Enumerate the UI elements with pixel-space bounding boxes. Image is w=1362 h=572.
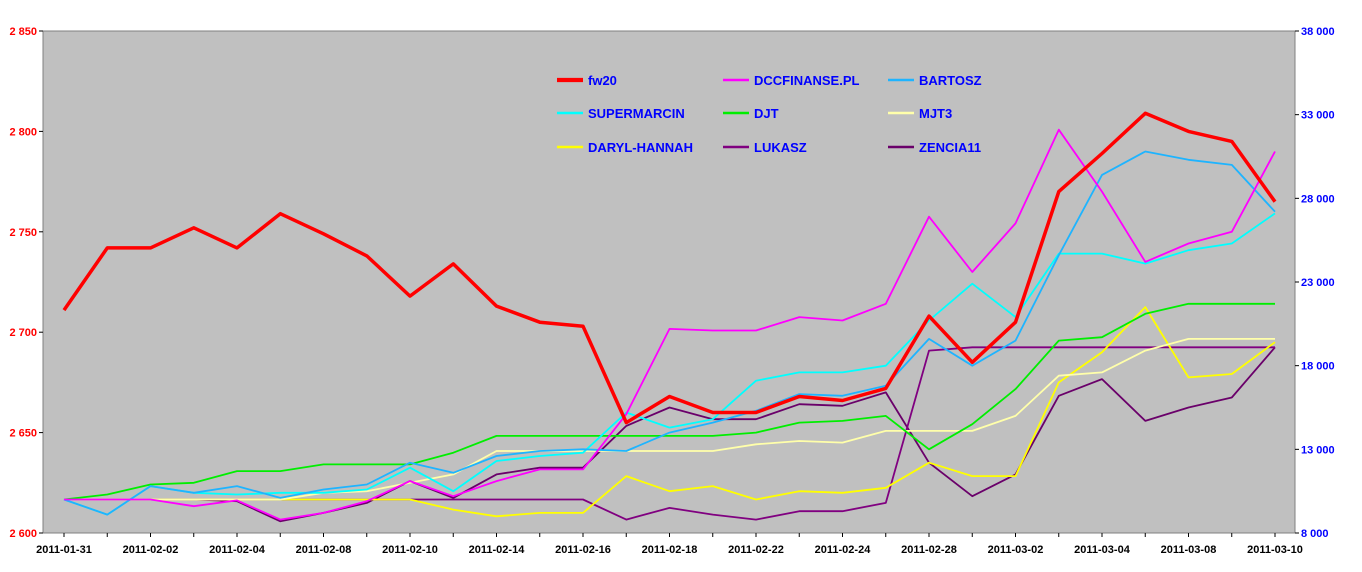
x-tick-label: 2011-03-10	[1247, 544, 1303, 556]
x-tick-label: 2011-01-31	[36, 544, 92, 556]
x-tick-label: 2011-02-02	[123, 544, 179, 556]
y-left-tick-label: 2 650	[9, 428, 37, 440]
legend-label-djt: DJT	[754, 106, 779, 121]
legend-label-zencia11: ZENCIA11	[919, 140, 981, 155]
x-tick-label: 2011-02-18	[642, 544, 698, 556]
y-left-tick-label: 2 600	[9, 528, 37, 540]
x-tick-label: 2011-02-28	[901, 544, 957, 556]
series-line-djt	[63, 302, 1275, 501]
series-line-mjt3	[64, 337, 1275, 501]
x-tick-label: 2011-02-24	[815, 544, 872, 556]
legend-label-mjt3: MJT3	[919, 106, 952, 121]
x-tick-label: 2011-02-10	[382, 544, 438, 556]
series-layer	[62, 111, 1277, 523]
y-left-tick-label: 2 850	[9, 26, 37, 38]
legend-label-bartosz: BARTOSZ	[919, 73, 982, 88]
x-tick-label: 2011-02-22	[728, 544, 784, 556]
y-right-tick-label: 23 000	[1301, 277, 1335, 289]
y-right-tick-label: 18 000	[1301, 361, 1335, 373]
legend-label-daryl-hannah: DARYL-HANNAH	[588, 140, 693, 155]
x-tick-label: 2011-02-14	[469, 544, 526, 556]
y-left-tick-label: 2 750	[9, 227, 37, 239]
series-line-zencia11	[64, 346, 1276, 523]
x-tick-label: 2011-02-16	[555, 544, 611, 556]
series-line-dccfinanse-pl	[64, 128, 1276, 521]
y-right-tick-label: 28 000	[1301, 193, 1335, 205]
x-tick-label: 2011-03-02	[988, 544, 1044, 556]
x-tick-label: 2011-03-08	[1161, 544, 1217, 556]
legend-label-supermarcin: SUPERMARCIN	[588, 106, 685, 121]
y-right-tick-label: 8 000	[1301, 528, 1329, 540]
y-right-tick-label: 38 000	[1301, 26, 1335, 38]
legend: fw20 DCCFINANSE.PL BARTOSZ SUPERMARCIN DJT MJ…	[557, 73, 982, 155]
x-tick-label: 2011-03-04	[1074, 544, 1131, 556]
y-right-tick-label: 13 000	[1301, 444, 1335, 456]
y-left-tick-label: 2 700	[9, 327, 37, 339]
series-line-fw20	[62, 111, 1277, 425]
axes-layer: 2 600 2 650 2 700 2 750 2 800 2 850 8 000 13 00…	[9, 26, 1334, 556]
legend-label-fw20: fw20	[588, 73, 617, 88]
legend-label-lukasz: LUKASZ	[754, 140, 807, 155]
y-left-tick-label: 2 800	[9, 126, 37, 138]
x-tick-label: 2011-02-04	[209, 544, 266, 556]
legend-label-dccfinanse-pl: DCCFINANSE.PL	[754, 73, 860, 88]
series-line-bartosz	[63, 150, 1276, 516]
y-right-tick-label: 33 000	[1301, 110, 1335, 122]
x-tick-label: 2011-02-08	[296, 544, 352, 556]
plot-area	[42, 30, 1296, 534]
